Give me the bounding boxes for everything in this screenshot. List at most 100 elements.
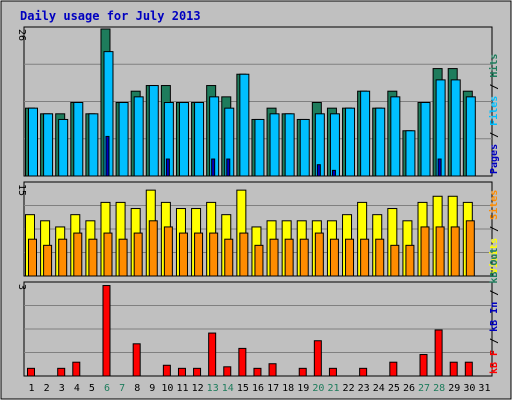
bar-files-day-17 [269, 113, 280, 177]
bar-sites-day-1 [28, 238, 37, 277]
bar-sites-day-24 [375, 238, 385, 277]
bar-kb-f-day-11 [177, 367, 186, 377]
bar-kb-f-day-27 [419, 354, 428, 377]
bar-sites-day-8 [133, 232, 143, 277]
x-tick-label: 19 [297, 383, 309, 394]
middle-panel: 15 Visits / Sites [16, 181, 500, 277]
bar-sites-day-11 [178, 232, 188, 277]
legend-kb-in: kB In [489, 302, 500, 332]
x-tick-label: 21 [327, 383, 339, 394]
bar-files-day-9 [148, 85, 159, 177]
bar-kb-f-day-25 [389, 361, 398, 377]
bar-files-day-21 [329, 113, 340, 177]
bar-sites-day-22 [345, 238, 355, 277]
x-tick-label: 11 [176, 383, 188, 394]
x-tick-label: 30 [463, 383, 475, 394]
bar-pages-day-28 [437, 158, 442, 177]
x-tick-label: 9 [149, 383, 155, 394]
legend-kb-f: kB F [489, 350, 500, 374]
x-tick-label: 31 [478, 383, 490, 394]
bar-sites-day-9 [148, 220, 158, 277]
bar-sites-day-3 [58, 238, 68, 277]
x-tick-label: 10 [161, 383, 173, 394]
bar-kb-f-day-12 [193, 367, 202, 377]
x-tick-label: 8 [134, 383, 140, 394]
bar-sites-day-2 [43, 244, 53, 277]
x-tick-label: 15 [237, 383, 249, 394]
legend-pages: Pages [489, 144, 500, 174]
x-tick-label: 28 [433, 383, 445, 394]
bar-kb-f-day-15 [238, 347, 247, 377]
bar-sites-day-21 [329, 238, 339, 277]
x-tick-label: 18 [282, 383, 294, 394]
bar-sites-day-4 [73, 232, 83, 277]
bar-sites-day-25 [390, 244, 400, 277]
bar-sites-day-23 [360, 238, 370, 277]
bar-files-day-16 [254, 118, 265, 177]
bar-sites-day-28 [435, 226, 445, 277]
bar-files-day-29 [450, 79, 461, 177]
bar-sites-day-16 [254, 244, 264, 277]
bar-kb-f-day-28 [434, 329, 443, 377]
bar-sites-day-7 [118, 238, 128, 277]
x-tick-label: 16 [252, 383, 264, 394]
bar-files-day-24 [375, 107, 386, 177]
x-tick-label: 6 [104, 383, 110, 394]
bar-sites-day-17 [269, 238, 279, 277]
bar-files-day-11 [178, 102, 189, 177]
bar-files-day-23 [360, 90, 371, 177]
legend-visits: Visits [488, 238, 500, 274]
bar-sites-day-15 [239, 232, 249, 277]
bar-files-day-5 [88, 113, 99, 177]
bar-files-day-30 [465, 96, 476, 177]
bar-kb-f-day-30 [464, 361, 473, 377]
bar-sites-day-6 [103, 232, 113, 277]
middle-legend-label: Visits / Sites [488, 190, 500, 274]
bar-files-day-12 [194, 102, 205, 177]
bar-sites-day-20 [314, 232, 324, 277]
bar-kb-f-day-1 [27, 367, 35, 377]
bar-files-day-18 [284, 113, 295, 177]
bar-sites-day-29 [450, 226, 460, 277]
bar-kb-f-day-19 [298, 367, 307, 377]
legend-separator: / [489, 220, 500, 238]
x-tick-label: 20 [312, 383, 324, 394]
bar-kb-f-day-29 [449, 361, 458, 377]
bar-files-day-1 [28, 107, 38, 177]
x-tick-label: 25 [388, 383, 400, 394]
top-panel: 26 Pages / Files / Hits [16, 26, 500, 177]
bar-kb-f-day-14 [223, 366, 232, 377]
bar-pages-day-21 [331, 169, 336, 177]
x-tick-label: 24 [373, 383, 385, 394]
x-tick-label: 7 [119, 383, 125, 394]
bar-kb-f-day-3 [57, 367, 66, 377]
bar-files-day-22 [345, 107, 356, 177]
legend-separator: / [489, 78, 500, 96]
bar-files-day-3 [58, 118, 69, 177]
x-tick-label: 22 [343, 383, 355, 394]
chart-title: Daily usage for July 2013 [20, 9, 201, 23]
x-tick-label: 14 [222, 383, 234, 394]
bar-kb-f-day-21 [328, 367, 337, 377]
bar-files-day-8 [133, 96, 144, 177]
legend-files: Files [488, 96, 500, 126]
bar-sites-day-5 [88, 238, 98, 277]
x-tick-label: 29 [448, 383, 460, 394]
bar-sites-day-10 [163, 226, 173, 277]
legend-sites: Sites [488, 190, 500, 220]
x-tick-label: 26 [403, 383, 415, 394]
legend-kb-out: kB Out [489, 248, 500, 284]
top-ymax-label: 26 [16, 29, 27, 41]
bar-files-day-19 [299, 118, 310, 177]
x-tick-label: 5 [89, 383, 95, 394]
x-tick-label: 4 [74, 383, 80, 394]
bar-sites-day-13 [209, 232, 219, 277]
legend-separator: / [489, 332, 500, 350]
x-tick-label: 13 [207, 383, 219, 394]
bar-sites-day-27 [420, 226, 430, 277]
x-tick-label: 1 [29, 383, 35, 394]
bar-kb-f-day-8 [132, 343, 141, 377]
legend-separator: / [489, 126, 500, 144]
bar-kb-f-day-20 [313, 340, 322, 377]
